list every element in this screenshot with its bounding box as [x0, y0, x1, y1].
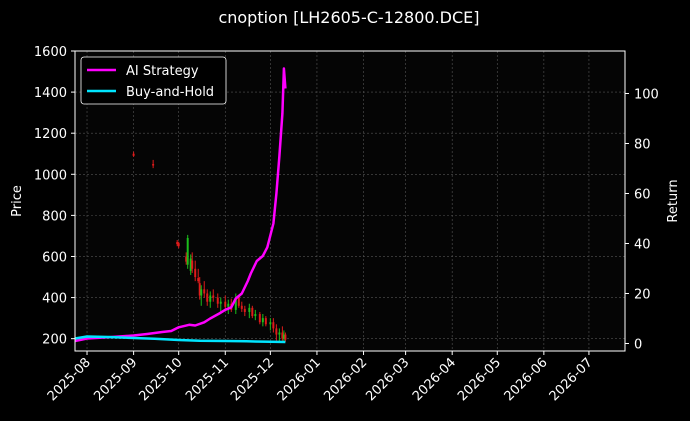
right-tick-label: 60: [634, 188, 651, 203]
series-line-buy-and-hold: [74, 335, 286, 344]
candle-body: [176, 242, 179, 245]
candle-body: [275, 328, 278, 335]
candle-body: [264, 318, 267, 325]
left-axis-ticks: 200 400 600 800 1000 1200 1400 1600: [34, 45, 75, 348]
series-line-ai-strategy: [74, 67, 287, 343]
candle-body: [209, 295, 212, 302]
candle-body: [254, 314, 257, 317]
candle-body: [212, 295, 215, 298]
left-tick-label: 600: [42, 250, 67, 265]
chart-title: cnoption [LH2605-C-12800.DCE]: [218, 8, 479, 27]
right-tick-label: 100: [634, 88, 659, 103]
left-tick-label: 1000: [34, 168, 67, 183]
candle-body: [227, 303, 230, 307]
right-axis-ticks: 0 20 40 60 80 100: [625, 88, 659, 353]
left-tick-label: 800: [42, 209, 67, 224]
candle-body: [237, 297, 240, 306]
candle-body: [189, 258, 192, 271]
candle-body: [219, 301, 222, 304]
candle-body: [224, 301, 227, 307]
line-series: [74, 67, 287, 344]
candle-body: [185, 256, 188, 262]
candle-body: [258, 314, 261, 323]
candle-body: [248, 307, 251, 312]
candle-body: [203, 289, 206, 294]
candle-body: [132, 153, 135, 156]
candle-body: [243, 308, 246, 312]
candle-body: [186, 237, 189, 265]
left-tick-label: 400: [42, 292, 67, 307]
candle-body: [198, 283, 201, 296]
right-tick-label: 80: [634, 138, 651, 153]
candle-body: [234, 297, 237, 310]
left-tick-label: 1200: [34, 127, 67, 142]
candle-body: [200, 289, 203, 296]
right-axis-label: Return: [666, 179, 681, 222]
left-tick-label: 200: [42, 333, 67, 348]
candle-body: [197, 278, 200, 282]
candle-body: [278, 332, 281, 335]
legend: AI Strategy Buy-and-Hold: [80, 56, 227, 105]
candlestick-series: [132, 151, 287, 343]
plot-frame: [74, 50, 626, 352]
candle-body: [261, 318, 264, 323]
candle-body: [240, 305, 243, 309]
legend-label-ai-strategy: AI Strategy: [126, 64, 199, 79]
candle-body: [177, 243, 180, 247]
candle-body: [194, 268, 197, 278]
candle-body: [206, 293, 209, 302]
candle-body: [281, 332, 284, 339]
legend-label-buy-and-hold: Buy-and-Hold: [126, 85, 214, 100]
right-tick-label: 40: [634, 238, 651, 253]
candle-body: [216, 297, 219, 304]
candle-body: [269, 322, 272, 325]
candle-body: [152, 164, 155, 166]
candle-body: [191, 260, 194, 269]
candle-body: [284, 334, 287, 340]
legend-box: [80, 56, 227, 105]
right-tick-label: 0: [634, 338, 642, 353]
candle-body: [251, 307, 254, 317]
right-tick-label: 20: [634, 288, 651, 303]
left-tick-label: 1600: [34, 45, 67, 60]
left-tick-label: 1400: [34, 86, 67, 101]
candle-body: [282, 334, 285, 339]
left-axis-label: Price: [10, 185, 25, 217]
candle-body: [272, 322, 275, 329]
